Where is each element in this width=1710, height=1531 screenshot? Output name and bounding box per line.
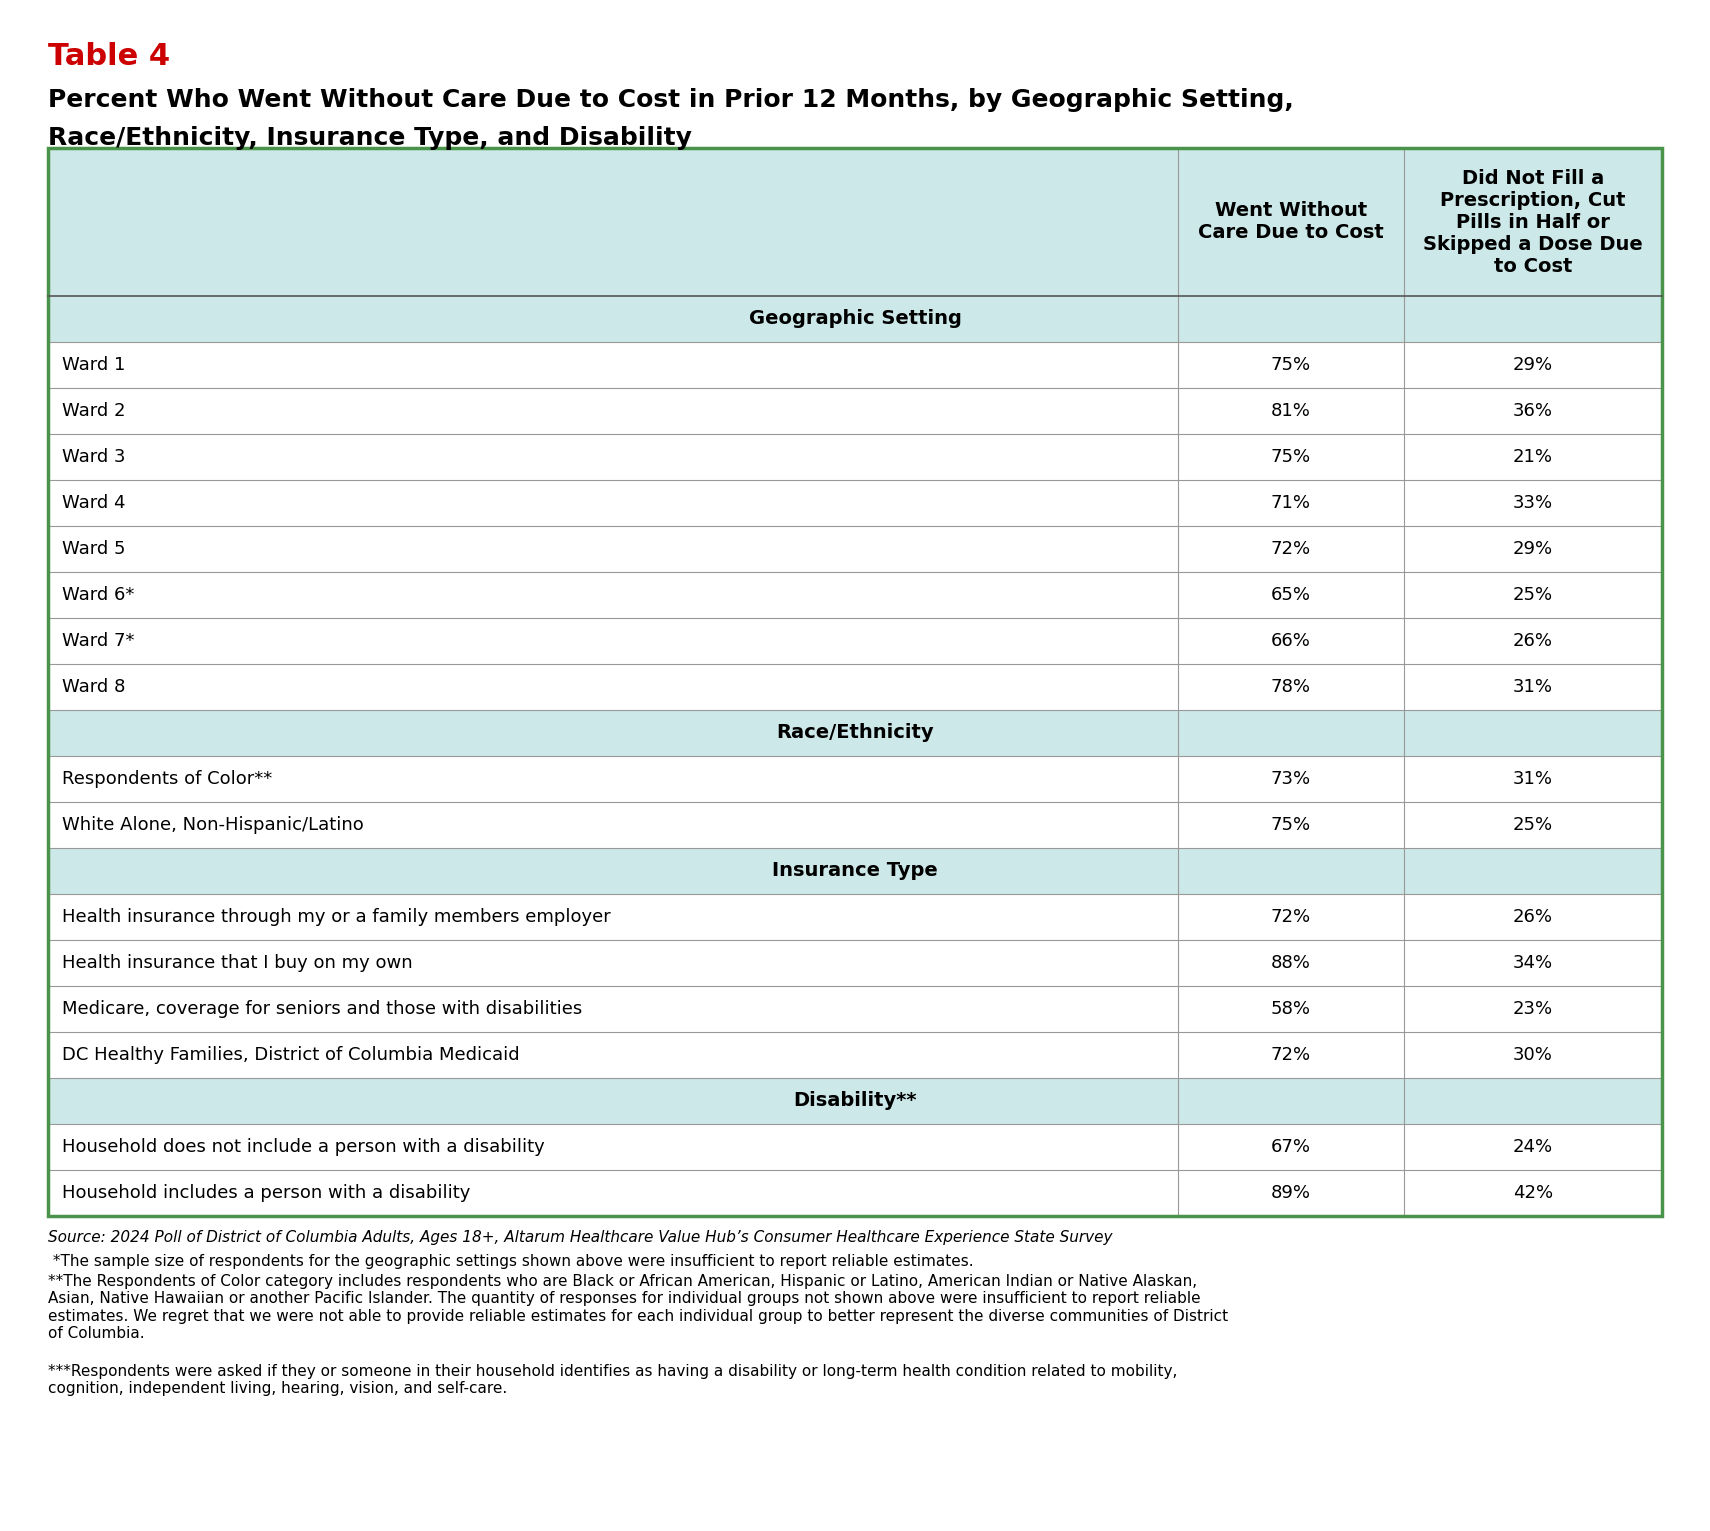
Text: 25%: 25% — [1513, 586, 1553, 605]
Bar — [48, 802, 1662, 848]
Text: Percent Who Went Without Care Due to Cost in Prior 12 Months, by Geographic Sett: Percent Who Went Without Care Due to Cos… — [48, 87, 1294, 112]
Bar — [48, 573, 1662, 619]
Bar — [48, 527, 1662, 573]
Text: 73%: 73% — [1271, 770, 1312, 788]
Text: **The Respondents of Color category includes respondents who are Black or Africa: **The Respondents of Color category incl… — [48, 1274, 1228, 1341]
Text: 71%: 71% — [1271, 495, 1312, 511]
Text: 75%: 75% — [1271, 357, 1312, 374]
Text: 89%: 89% — [1271, 1183, 1312, 1202]
Text: Respondents of Color**: Respondents of Color** — [62, 770, 272, 788]
Text: 29%: 29% — [1513, 540, 1553, 557]
Text: 26%: 26% — [1513, 632, 1553, 651]
Bar — [48, 149, 1662, 295]
Bar — [48, 1124, 1662, 1170]
Text: Health insurance that I buy on my own: Health insurance that I buy on my own — [62, 954, 412, 972]
Text: Race/Ethnicity: Race/Ethnicity — [776, 724, 934, 743]
Text: Health insurance through my or a family members employer: Health insurance through my or a family … — [62, 908, 610, 926]
Text: 26%: 26% — [1513, 908, 1553, 926]
Text: 23%: 23% — [1513, 1000, 1553, 1018]
Text: 66%: 66% — [1271, 632, 1312, 651]
Text: 72%: 72% — [1271, 1046, 1312, 1064]
Text: DC Healthy Families, District of Columbia Medicaid: DC Healthy Families, District of Columbi… — [62, 1046, 520, 1064]
Text: Ward 1: Ward 1 — [62, 357, 125, 374]
Text: 81%: 81% — [1271, 403, 1312, 419]
Bar — [48, 710, 1662, 756]
Bar — [48, 986, 1662, 1032]
Text: Ward 7*: Ward 7* — [62, 632, 135, 651]
Bar — [48, 387, 1662, 433]
Text: Ward 5: Ward 5 — [62, 540, 125, 557]
Text: Source: 2024 Poll of District of Columbia Adults, Ages 18+, Altarum Healthcare V: Source: 2024 Poll of District of Columbi… — [48, 1229, 1113, 1245]
Text: Ward 8: Ward 8 — [62, 678, 125, 697]
Text: 78%: 78% — [1271, 678, 1312, 697]
Text: Table 4: Table 4 — [48, 41, 169, 70]
Text: Race/Ethnicity, Insurance Type, and Disability: Race/Ethnicity, Insurance Type, and Disa… — [48, 126, 693, 150]
Text: 34%: 34% — [1513, 954, 1553, 972]
Bar — [48, 619, 1662, 664]
Text: 72%: 72% — [1271, 540, 1312, 557]
Text: 72%: 72% — [1271, 908, 1312, 926]
Text: 75%: 75% — [1271, 816, 1312, 834]
Text: Household includes a person with a disability: Household includes a person with a disab… — [62, 1183, 470, 1202]
Bar — [48, 1170, 1662, 1216]
Text: Ward 4: Ward 4 — [62, 495, 125, 511]
Text: 33%: 33% — [1513, 495, 1553, 511]
Text: 65%: 65% — [1271, 586, 1312, 605]
Text: 88%: 88% — [1271, 954, 1312, 972]
Text: Ward 2: Ward 2 — [62, 403, 125, 419]
Text: Went Without
Care Due to Cost: Went Without Care Due to Cost — [1199, 202, 1383, 242]
Bar — [48, 149, 1662, 1216]
Text: 75%: 75% — [1271, 449, 1312, 465]
Text: 29%: 29% — [1513, 357, 1553, 374]
Bar — [48, 664, 1662, 710]
Bar — [48, 481, 1662, 527]
Bar — [48, 1078, 1662, 1124]
Text: Household does not include a person with a disability: Household does not include a person with… — [62, 1138, 545, 1156]
Text: 42%: 42% — [1513, 1183, 1553, 1202]
Text: 21%: 21% — [1513, 449, 1553, 465]
Text: 67%: 67% — [1271, 1138, 1312, 1156]
Bar — [48, 940, 1662, 986]
Bar — [48, 848, 1662, 894]
Text: 31%: 31% — [1513, 770, 1553, 788]
Bar — [48, 433, 1662, 481]
Text: Disability**: Disability** — [793, 1092, 917, 1110]
Bar — [48, 341, 1662, 387]
Text: 36%: 36% — [1513, 403, 1553, 419]
Bar — [48, 1032, 1662, 1078]
Text: Ward 6*: Ward 6* — [62, 586, 135, 605]
Text: Geographic Setting: Geographic Setting — [749, 309, 961, 329]
Text: Did Not Fill a
Prescription, Cut
Pills in Half or
Skipped a Dose Due
to Cost: Did Not Fill a Prescription, Cut Pills i… — [1423, 168, 1643, 276]
Text: Ward 3: Ward 3 — [62, 449, 125, 465]
Bar — [48, 295, 1662, 341]
Text: 24%: 24% — [1513, 1138, 1553, 1156]
Text: Insurance Type: Insurance Type — [773, 862, 937, 880]
Text: Medicare, coverage for seniors and those with disabilities: Medicare, coverage for seniors and those… — [62, 1000, 581, 1018]
Bar — [48, 756, 1662, 802]
Text: 58%: 58% — [1271, 1000, 1312, 1018]
Text: 31%: 31% — [1513, 678, 1553, 697]
Text: 30%: 30% — [1513, 1046, 1553, 1064]
Text: White Alone, Non-Hispanic/Latino: White Alone, Non-Hispanic/Latino — [62, 816, 364, 834]
Text: *The sample size of respondents for the geographic settings shown above were ins: *The sample size of respondents for the … — [48, 1254, 973, 1269]
Text: ***Respondents were asked if they or someone in their household identifies as ha: ***Respondents were asked if they or som… — [48, 1364, 1178, 1396]
Text: 25%: 25% — [1513, 816, 1553, 834]
Bar — [48, 894, 1662, 940]
